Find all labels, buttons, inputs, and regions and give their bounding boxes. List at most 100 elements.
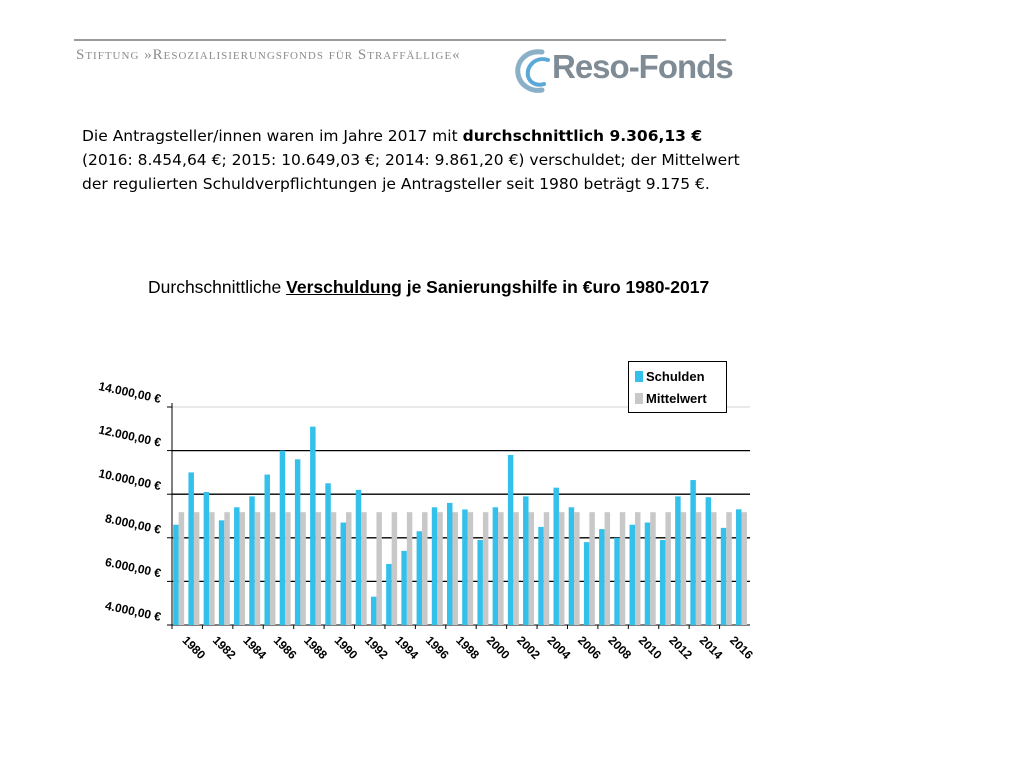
y-tick-label: 14.000,00 € <box>97 379 162 406</box>
bar-mittelwert <box>285 512 291 625</box>
bar-schulden <box>736 509 742 625</box>
bar-schulden <box>279 450 286 625</box>
logo-swirl-icon <box>515 49 550 93</box>
bar-schulden <box>629 524 636 625</box>
bar-mittelwert <box>604 512 611 625</box>
legend-label-mittelwert: Mittelwert <box>646 391 707 406</box>
bar-mittelwert <box>635 512 641 625</box>
intro-line-3: der regulierten Schuldverpflichtungen je… <box>82 175 710 193</box>
bar-mittelwert <box>209 512 215 625</box>
bar-mittelwert <box>193 512 200 625</box>
x-tick-label: 1986 <box>271 633 300 662</box>
bar-mittelwert <box>528 512 535 625</box>
x-tick-label: 2012 <box>666 633 695 662</box>
bar-mittelwert <box>574 512 580 625</box>
bar-schulden <box>690 480 696 625</box>
bar-schulden <box>416 531 423 625</box>
bar-schulden <box>188 472 194 625</box>
bar-mittelwert <box>543 512 550 625</box>
bar-mittelwert <box>224 512 230 625</box>
bar-schulden <box>705 497 712 625</box>
bar-mittelwert <box>650 512 656 625</box>
legend-swatch-mittelwert <box>635 393 643 404</box>
bar-schulden <box>234 507 240 625</box>
bar-schulden <box>355 489 362 625</box>
intro-average-value: durchschnittlich 9.306,13 € <box>462 127 703 145</box>
bar-schulden <box>370 596 377 625</box>
bar-mittelwert <box>391 512 398 625</box>
bar-schulden <box>659 539 666 625</box>
bar-schulden <box>720 527 727 625</box>
bar-schulden <box>644 522 651 625</box>
bar-schulden <box>401 550 407 625</box>
bar-mittelwert <box>711 512 717 625</box>
legend-swatch-schulden <box>635 371 643 382</box>
bar-schulden <box>614 537 620 625</box>
bar-mittelwert <box>498 512 504 625</box>
bar-mittelwert <box>178 512 185 625</box>
bar-schulden <box>325 483 331 625</box>
bar-mittelwert <box>254 512 261 625</box>
bar-mittelwert <box>269 512 276 625</box>
x-tick-label: 1988 <box>301 633 330 662</box>
x-tick-label: 2010 <box>636 633 665 662</box>
y-tick-label: 10.000,00 € <box>97 466 162 493</box>
chart-title-keyword: Verschuldung <box>286 277 402 297</box>
bar-mittelwert <box>619 512 626 625</box>
bar-mittelwert <box>239 512 246 625</box>
x-tick-label: 2006 <box>575 633 604 662</box>
bar-schulden <box>447 502 453 625</box>
bar-schulden <box>462 509 468 625</box>
bar-schulden <box>203 492 210 625</box>
logo-text: Reso-Fonds <box>552 48 734 85</box>
debt-bar-chart: 4.000,00 € 6.000,00 € 8.000,00 € 10.000,00 … <box>97 379 756 662</box>
bar-schulden <box>294 459 301 625</box>
x-tick-label: 2014 <box>697 633 726 662</box>
y-tick-label: 8.000,00 € <box>104 511 163 537</box>
bar-mittelwert <box>361 512 367 625</box>
x-tick-label: 1994 <box>392 633 421 662</box>
bar-schulden <box>310 426 316 625</box>
intro-paragraph: Die Antragsteller/innen waren im Jahre 2… <box>82 124 782 196</box>
bar-mittelwert <box>467 512 474 625</box>
foundation-name: Stiftung »Resozialisierungsfonds für Str… <box>76 47 461 63</box>
y-tick-label: 4.000,00 € <box>104 598 163 624</box>
bar-schulden <box>477 539 483 625</box>
bar-schulden <box>523 496 529 625</box>
bar-mittelwert <box>665 512 671 625</box>
bar-mittelwert <box>695 512 702 625</box>
bar-schulden <box>173 524 179 625</box>
bar-schulden <box>675 496 681 625</box>
bar-schulden <box>568 507 575 625</box>
bar-schulden <box>583 542 590 625</box>
bar-schulden <box>386 563 392 625</box>
chart-title-part-3: je Sanierungshilfe in €uro 1980-2017 <box>401 277 710 297</box>
x-tick-label: 1996 <box>423 633 452 662</box>
bar-schulden <box>218 520 225 625</box>
x-tick-label: 2008 <box>605 633 634 662</box>
bar-mittelwert <box>315 512 322 625</box>
bar-mittelwert <box>452 512 458 625</box>
bar-mittelwert <box>513 512 519 625</box>
bar-mittelwert <box>741 512 747 625</box>
legend-label-schulden: Schulden <box>646 369 705 384</box>
bar-mittelwert <box>422 512 428 625</box>
bar-mittelwert <box>558 512 565 625</box>
bar-schulden <box>249 496 255 625</box>
intro-line-1: Die Antragsteller/innen waren im Jahre 2… <box>82 124 782 148</box>
x-tick-label: 1980 <box>179 633 208 662</box>
bar-mittelwert <box>589 512 595 625</box>
x-tick-label: 1990 <box>332 633 361 662</box>
bar-mittelwert <box>680 512 687 625</box>
x-tick-label: 1992 <box>362 633 391 662</box>
bar-schulden <box>599 529 605 625</box>
intro-line-1-text: Die Antragsteller/innen waren im Jahre 2… <box>82 127 463 145</box>
bar-schulden <box>538 526 544 625</box>
bar-schulden <box>431 507 438 625</box>
x-tick-label: 1998 <box>453 633 482 662</box>
x-tick-label: 1984 <box>240 633 269 662</box>
y-tick-label: 6.000,00 € <box>104 555 163 581</box>
bar-schulden <box>264 474 270 625</box>
reso-fonds-logo: Reso-Fonds <box>512 46 734 96</box>
x-tick-label: 2002 <box>514 633 543 662</box>
